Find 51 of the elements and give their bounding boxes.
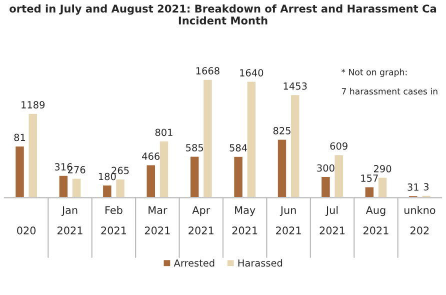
x-tick-label: May 2021 xyxy=(232,206,258,234)
data-label: 801 xyxy=(155,128,172,136)
data-label: 290 xyxy=(374,165,392,172)
x-tick-label: 020 xyxy=(17,226,36,234)
bar xyxy=(102,184,113,198)
bar xyxy=(276,138,288,198)
bar xyxy=(114,178,126,198)
data-label: 1668 xyxy=(196,67,220,74)
data-label: 157 xyxy=(361,174,378,182)
data-label: 180 xyxy=(98,172,116,180)
bar xyxy=(14,145,26,198)
chart-title: orted in July and August 2021: Breakdown of Arrest and Harassment Ca Incident Month xyxy=(10,4,436,24)
bar xyxy=(364,186,375,198)
data-label: 609 xyxy=(330,142,348,150)
annotation: 3 xyxy=(424,183,429,190)
bar xyxy=(377,176,388,198)
bar xyxy=(71,177,82,198)
data-label: 300 xyxy=(317,164,334,172)
x-tick-label: unkno 202 xyxy=(404,206,436,234)
x-tick-label: Mar 2021 xyxy=(144,206,170,234)
bar xyxy=(145,164,156,198)
x-tick-label: Aug 2021 xyxy=(363,206,388,234)
bar xyxy=(158,140,170,198)
bar xyxy=(58,174,69,198)
bar xyxy=(290,94,301,198)
legend-label: Harassed xyxy=(238,259,282,267)
data-label: 1189 xyxy=(22,101,45,108)
bar xyxy=(232,155,244,198)
legend-label: Arrested xyxy=(174,259,214,267)
data-label: 825 xyxy=(273,127,290,134)
annotation: 81 xyxy=(14,134,26,142)
data-label: 1640 xyxy=(240,69,264,76)
x-tick-label: Apr 2021 xyxy=(188,206,214,234)
x-tick-label: Jan 2021 xyxy=(58,206,82,234)
bar xyxy=(333,154,344,198)
x-tick-label: Feb 2021 xyxy=(101,206,126,234)
text: * Not on graph: xyxy=(341,68,407,78)
data-label: 265 xyxy=(112,166,129,174)
data-label: 585 xyxy=(186,144,204,152)
bar xyxy=(27,112,38,198)
bar xyxy=(202,78,214,198)
data-label: 466 xyxy=(142,152,160,160)
data-label: 31 xyxy=(408,183,418,191)
data-label: 584 xyxy=(230,144,248,152)
data-label: 1453 xyxy=(284,82,307,90)
x-tick-label: Jul 2021 xyxy=(320,206,345,234)
bar xyxy=(246,80,257,198)
bar xyxy=(189,155,200,198)
x-tick-label: Jun 2021 xyxy=(276,206,301,234)
annotation: 7 harassment cases in xyxy=(342,88,438,95)
bar xyxy=(320,176,332,198)
